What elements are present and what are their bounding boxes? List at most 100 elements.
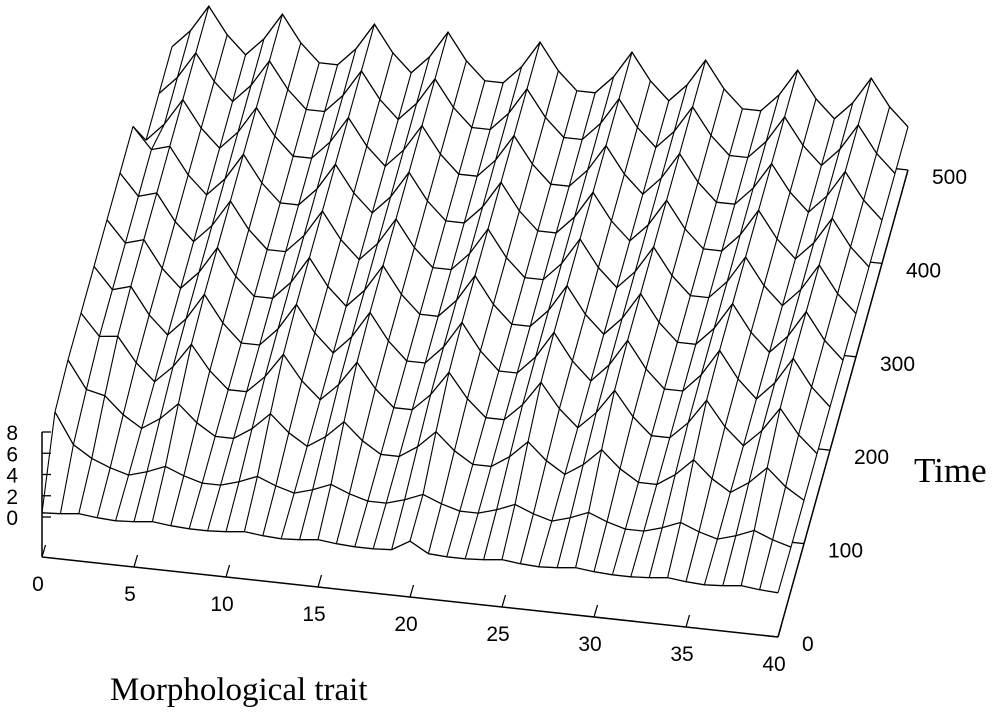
mesh-line — [119, 126, 134, 174]
mesh-line — [435, 372, 450, 432]
x-tick-label: 20 — [394, 613, 417, 636]
mesh-line — [364, 243, 379, 291]
mesh-line — [195, 6, 210, 54]
mesh-line — [601, 390, 616, 450]
mesh-line — [894, 126, 909, 174]
mesh-line — [287, 42, 302, 90]
mesh-line — [306, 399, 321, 447]
mesh-line — [163, 77, 178, 125]
mesh-line — [513, 88, 528, 136]
mesh-line — [771, 116, 786, 164]
surface-fill — [120, 173, 856, 319]
mesh-line — [325, 384, 340, 437]
mesh-line — [115, 474, 130, 521]
mesh-line — [416, 56, 431, 104]
mesh-line — [802, 98, 817, 146]
mesh-line — [643, 484, 658, 532]
surface — [41, 5, 909, 599]
mesh-line — [813, 196, 828, 243]
mesh-line — [811, 340, 826, 388]
y-tick-label: 200 — [854, 446, 889, 469]
mesh-line — [680, 459, 695, 523]
mesh-line — [868, 220, 883, 268]
mesh-line — [130, 239, 145, 287]
mesh-line — [702, 202, 717, 250]
mesh-line — [781, 258, 796, 306]
mesh-line — [621, 271, 636, 319]
mesh-line — [450, 222, 465, 270]
mesh-line — [658, 275, 673, 323]
mesh-line — [603, 287, 618, 335]
mesh-line — [518, 164, 533, 211]
mesh-line — [758, 163, 773, 211]
mesh-line — [619, 416, 634, 469]
mesh-line — [369, 265, 384, 313]
mesh-line — [697, 135, 712, 183]
mesh-line — [411, 362, 426, 410]
mesh-line — [280, 492, 295, 539]
mesh-line — [766, 408, 781, 468]
mesh-line — [314, 286, 329, 334]
mesh-line — [667, 522, 682, 578]
mesh-line — [329, 95, 344, 143]
mesh-line — [474, 228, 489, 276]
mesh-line — [785, 434, 800, 487]
mesh-line — [495, 113, 510, 161]
mesh-line — [216, 200, 231, 248]
mesh-line — [564, 427, 579, 475]
mesh-line — [803, 453, 818, 501]
mesh-line — [295, 257, 310, 305]
mesh-line — [524, 230, 539, 278]
x-tick-label: 25 — [486, 623, 509, 646]
mesh-line — [242, 107, 257, 155]
mesh-line — [479, 304, 494, 352]
mesh-line — [563, 90, 578, 138]
mesh-line — [432, 220, 447, 268]
mesh-line — [272, 251, 287, 299]
x-axis-label: Morphological trait — [110, 672, 368, 708]
mesh-line — [367, 454, 382, 502]
mesh-line — [174, 174, 189, 222]
mesh-line — [476, 129, 491, 177]
mesh-line — [176, 30, 191, 78]
mesh-line — [225, 481, 240, 532]
mesh-line — [106, 172, 121, 220]
mesh-line — [188, 482, 203, 529]
mesh-line — [881, 173, 896, 221]
mesh-line — [400, 247, 415, 295]
mesh-line — [430, 346, 445, 395]
mesh-line — [351, 290, 366, 338]
mesh-line — [508, 66, 523, 114]
mesh-line — [855, 266, 870, 314]
z-tick-label: 0 — [6, 507, 18, 530]
mesh-line — [251, 376, 266, 429]
mesh-line — [459, 464, 474, 512]
mesh-line — [452, 60, 467, 108]
mesh-line — [472, 417, 487, 465]
mesh-line — [545, 408, 560, 461]
y-tick — [817, 448, 831, 451]
mesh-line — [288, 380, 303, 433]
mesh-line — [434, 32, 449, 80]
mesh-line — [514, 441, 529, 505]
mesh-line — [238, 428, 253, 482]
mesh-line — [645, 322, 660, 370]
mesh-line — [820, 118, 835, 166]
mesh-line — [542, 232, 557, 280]
mesh-line — [233, 391, 248, 439]
mesh-line — [203, 247, 218, 295]
mesh-line — [377, 196, 392, 244]
mesh-line — [232, 54, 247, 102]
mesh-line — [655, 100, 670, 148]
mesh-line — [277, 282, 292, 330]
mesh-line — [360, 24, 375, 72]
mesh-line — [753, 467, 768, 531]
x-tick-label: 15 — [302, 603, 325, 626]
mesh-line — [395, 172, 410, 220]
mesh-line — [361, 388, 376, 441]
mesh-line — [393, 360, 408, 408]
mesh-line — [728, 108, 743, 156]
mesh-line — [824, 293, 839, 341]
mesh-line — [818, 218, 833, 266]
